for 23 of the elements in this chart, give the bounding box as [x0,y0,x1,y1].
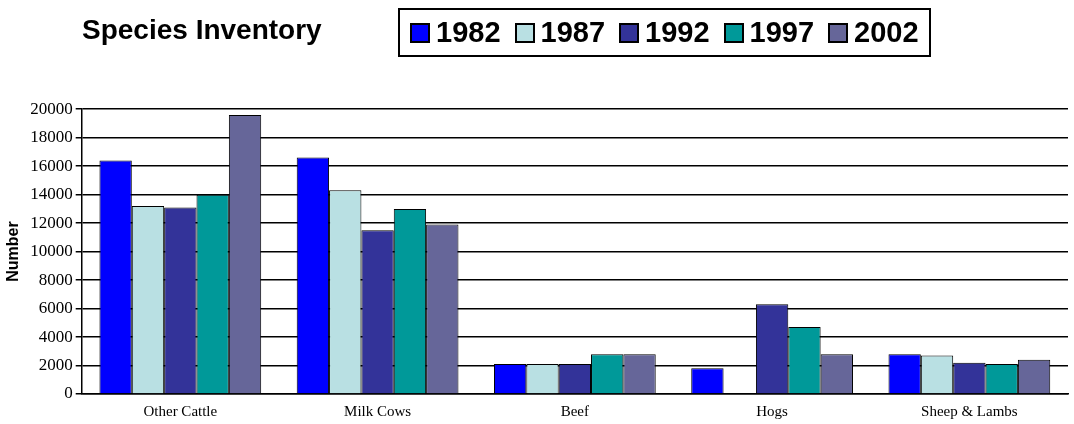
legend-label: 2002 [854,16,919,49]
x-tick-label: Beef [560,402,590,419]
y-tick-label: 14000 [30,184,73,204]
y-tick-label: 8000 [38,269,73,289]
y-axis-title: Number [4,221,22,282]
x-tick-label: Other Cattle [143,402,218,419]
y-tick-label: 16000 [30,155,73,175]
y-tick-label: 18000 [30,127,73,147]
legend-label: 1992 [645,16,710,49]
x-tick-label: Hogs [756,402,789,419]
legend-label: 1997 [749,16,815,49]
y-tick-label: 6000 [38,298,73,318]
legend-label: 1987 [540,16,606,49]
x-tick-label: Milk Cows [344,402,412,419]
y-tick-label: 20000 [30,98,73,118]
x-tick-label: Sheep & Lambs [921,402,1018,419]
y-tick-label: 0 [64,383,73,403]
y-tick-label: 12000 [30,212,73,232]
chart-title: Species Inventory [82,14,322,46]
y-tick-label: 10000 [30,241,73,261]
legend-label: 1982 [436,16,501,49]
y-tick-label: 4000 [38,326,73,346]
y-tick-label: 2000 [38,354,73,374]
